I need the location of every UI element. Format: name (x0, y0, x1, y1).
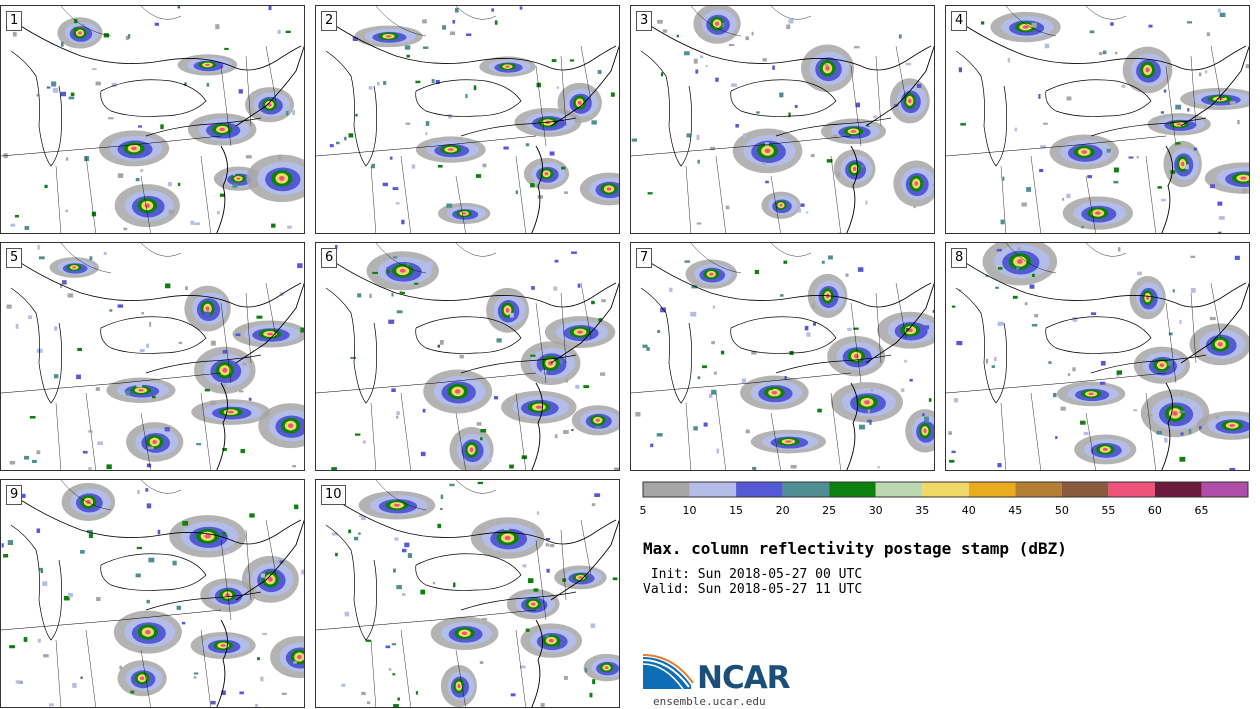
site-url: ensemble.ucar.edu (653, 695, 766, 708)
ensemble-member-panel: 1 (0, 5, 305, 234)
panel-number-label: 9 (6, 485, 23, 505)
colorbar-tick-label: 55 (1101, 504, 1116, 517)
reflectivity-colorbar (642, 481, 1249, 498)
colorbar-segment (689, 482, 737, 497)
map-content (316, 243, 619, 470)
panel-number-label: 2 (321, 11, 338, 31)
colorbar-tick-label: 65 (1194, 504, 1209, 517)
colorbar-tick-label: 20 (775, 504, 790, 517)
colorbar-segment (736, 482, 783, 497)
map-content (1, 6, 304, 233)
colorbar-tick-label: 25 (822, 504, 837, 517)
ensemble-member-panel: 8 (945, 242, 1250, 471)
chart-title: Max. column reflectivity postage stamp (… (643, 539, 1067, 558)
map-content (631, 6, 934, 233)
ensemble-member-panel: 7 (630, 242, 935, 471)
colorbar-tick-label: 60 (1147, 504, 1162, 517)
ensemble-member-panel: 6 (315, 242, 620, 471)
ncar-swoosh-icon (643, 654, 694, 690)
colorbar-segment (968, 482, 1016, 497)
ensemble-member-panel: 3 (630, 5, 935, 234)
panel-number-label: 6 (321, 248, 338, 268)
valid-time: Valid: Sun 2018-05-27 11 UTC (643, 582, 863, 597)
panel-number-label: 8 (951, 248, 968, 268)
colorbar-tick-label: 50 (1054, 504, 1069, 517)
colorbar-tick-label: 40 (961, 504, 976, 517)
map-content (631, 243, 934, 470)
colorbar-tick-label: 35 (915, 504, 930, 517)
ncar-logo-text: NCAR (697, 660, 791, 696)
colorbar-segment (829, 482, 876, 497)
map-content (946, 6, 1249, 233)
ensemble-member-panel: 2 (315, 5, 620, 234)
colorbar-tick-label: 30 (868, 504, 883, 517)
map-content (316, 6, 619, 233)
colorbar-tick-label: 45 (1008, 504, 1023, 517)
colorbar-segment (922, 482, 969, 497)
ensemble-member-panel: 4 (945, 5, 1250, 234)
colorbar-segment (643, 482, 690, 497)
panel-number-label: 4 (951, 11, 968, 31)
ensemble-member-panel: 9 (0, 479, 305, 708)
panel-number-label: 3 (636, 11, 653, 31)
init-time: Init: Sun 2018-05-27 00 UTC (643, 567, 863, 582)
colorbar-segment (1015, 482, 1062, 497)
colorbar-tick-label: 5 (639, 504, 647, 517)
colorbar-segment (782, 482, 830, 497)
colorbar-segment (1061, 482, 1109, 497)
ensemble-member-panel: 10 (315, 479, 620, 708)
panel-number-label: 1 (6, 11, 23, 31)
ensemble-member-panel: 5 (0, 242, 305, 471)
colorbar-segment (875, 482, 923, 497)
panel-number-label: 7 (636, 248, 653, 268)
map-content (1, 480, 304, 707)
map-content (1, 243, 304, 470)
colorbar-segment (1108, 482, 1155, 497)
colorbar-segment (1154, 482, 1202, 497)
map-content (316, 480, 619, 707)
panel-number-label: 10 (321, 485, 346, 505)
colorbar-segment (1201, 482, 1248, 497)
map-content (946, 243, 1249, 470)
panel-number-label: 5 (6, 248, 23, 268)
colorbar-tick-label: 10 (682, 504, 697, 517)
colorbar-tick-label: 15 (729, 504, 744, 517)
